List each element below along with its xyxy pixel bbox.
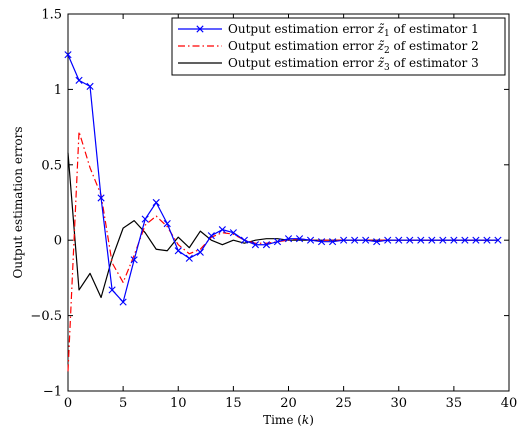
data-point xyxy=(75,76,83,84)
legend: Output estimation error z̃1 of estimator… xyxy=(171,17,506,76)
legend-box xyxy=(171,17,506,76)
data-point xyxy=(64,51,72,59)
data-point xyxy=(494,236,502,244)
x-tick-label: 25 xyxy=(335,396,352,411)
data-point xyxy=(295,235,304,243)
data-point xyxy=(406,236,414,244)
series-line xyxy=(67,54,498,303)
data-point xyxy=(86,82,94,90)
y-tick-label: 1 xyxy=(54,83,62,98)
data-point xyxy=(240,236,248,244)
data-point xyxy=(417,236,425,244)
data-point xyxy=(428,236,436,244)
data-point xyxy=(196,248,204,256)
series-layer xyxy=(64,51,502,372)
data-point xyxy=(229,229,237,237)
data-point xyxy=(384,236,392,244)
x-tick-label: 0 xyxy=(64,396,72,411)
y-axis-label: Output estimation errors xyxy=(11,126,25,278)
legend-marker xyxy=(196,25,204,33)
x-tick-label: 5 xyxy=(119,396,127,411)
data-point xyxy=(472,236,480,244)
data-point xyxy=(351,236,359,244)
x-tick-label: 40 xyxy=(501,396,518,411)
data-point xyxy=(108,286,116,294)
data-point xyxy=(185,254,193,262)
data-point xyxy=(141,215,149,223)
data-point xyxy=(284,235,293,243)
data-point xyxy=(273,238,282,246)
legend-label: Output estimation error z̃1 of estimator… xyxy=(228,22,479,39)
y-tick-label: 0 xyxy=(54,234,62,249)
x-axis-label: Time (k) xyxy=(263,413,314,427)
legend-label: Output estimation error z̃2 of estimator… xyxy=(228,39,479,56)
x-tick-label: 10 xyxy=(170,396,187,411)
data-point xyxy=(317,238,326,246)
data-point xyxy=(362,236,370,244)
data-point xyxy=(373,238,381,246)
y-tick-label: 0.5 xyxy=(41,158,62,173)
data-point xyxy=(163,220,171,228)
data-point xyxy=(439,236,447,244)
x-tick-label: 15 xyxy=(225,396,242,411)
data-point xyxy=(207,232,215,240)
y-tick-label: −1 xyxy=(43,385,62,400)
data-point xyxy=(395,236,403,244)
data-point xyxy=(450,236,458,244)
data-point xyxy=(152,198,160,207)
data-point xyxy=(329,238,337,246)
plot-area xyxy=(67,13,510,392)
data-point xyxy=(306,236,315,244)
axis-ticks: 0 5 10 15 20 25 30 35 40 −1 −0.5 0 0.5 1 1.5 xyxy=(30,8,517,412)
data-point xyxy=(119,298,127,306)
data-point xyxy=(483,236,491,244)
data-point xyxy=(461,236,469,244)
x-tick-label: 20 xyxy=(280,396,297,411)
legend-label: Output estimation error z̃3 of estimator… xyxy=(228,56,479,73)
y-tick-label: −0.5 xyxy=(30,309,62,324)
data-point xyxy=(218,226,226,234)
data-point xyxy=(97,194,105,202)
data-point xyxy=(251,241,260,249)
y-tick-label: 1.5 xyxy=(41,8,62,23)
data-point xyxy=(340,236,348,244)
data-point xyxy=(262,241,271,249)
x-tick-label: 30 xyxy=(390,396,407,411)
data-point xyxy=(130,256,138,264)
data-point xyxy=(174,247,182,255)
x-tick-label: 35 xyxy=(446,396,463,411)
